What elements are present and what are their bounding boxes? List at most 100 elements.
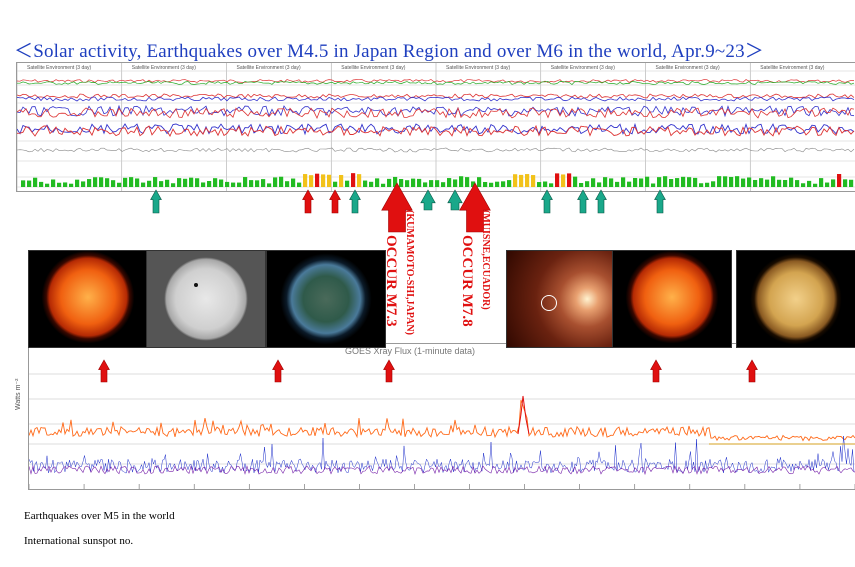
solar-image-5	[736, 250, 855, 348]
xray-flux-panel	[28, 343, 855, 490]
kp-bar	[657, 177, 662, 187]
kp-bar	[717, 176, 722, 187]
kp-bar	[489, 182, 494, 187]
magnetometer-trace	[17, 96, 855, 102]
kp-bar	[771, 176, 776, 187]
kp-bar	[165, 179, 170, 187]
kp-bar	[837, 174, 842, 187]
kp-bar	[159, 181, 164, 187]
kp-bar	[615, 181, 620, 187]
kp-bar	[87, 179, 92, 187]
arrow-red-lower	[650, 359, 662, 383]
kp-bar	[681, 176, 686, 187]
kp-bar	[825, 182, 830, 187]
kp-bar	[321, 174, 326, 187]
kp-bar	[675, 178, 680, 187]
kp-bar	[735, 176, 740, 187]
kp-bar	[351, 173, 356, 187]
page-title: ＜Solar activity, Earthquakes over M4.5 i…	[14, 41, 764, 62]
kp-bar	[801, 183, 806, 187]
kp-bar	[27, 180, 32, 187]
arrow-red-lower	[746, 359, 758, 383]
magnetometer-trace	[17, 93, 855, 99]
sunspot-row-label: International sunspot no.	[24, 535, 134, 547]
kp-bar	[483, 181, 488, 187]
arrow-green	[447, 189, 463, 211]
kp-bar	[135, 178, 140, 187]
kp-bar	[603, 177, 608, 187]
segment-header: Satellite Environment (3 day)	[656, 65, 721, 71]
kp-bar	[501, 181, 506, 187]
hp-trace	[17, 104, 855, 118]
kp-bar	[525, 174, 530, 187]
kp-bar	[561, 174, 566, 187]
kp-bar	[147, 180, 152, 187]
kp-bar	[507, 180, 512, 187]
kp-bar	[201, 182, 206, 187]
segment-header: Satellite Environment (3 day)	[341, 65, 406, 71]
kp-bar	[609, 178, 614, 187]
kp-bar	[375, 178, 380, 187]
kp-bar	[243, 177, 248, 187]
kp-bar	[441, 182, 446, 187]
kp-bar	[705, 182, 710, 187]
kp-bar	[387, 178, 392, 187]
kp-bar	[555, 173, 560, 187]
electron-trace	[17, 81, 855, 85]
kp-bar	[297, 182, 302, 187]
kp-bar	[849, 179, 854, 187]
kp-bar	[75, 179, 80, 187]
kp-bar	[741, 178, 746, 187]
segment-header: Satellite Environment (3 day)	[27, 65, 92, 71]
kp-bar	[381, 183, 386, 187]
kp-bar	[153, 177, 158, 187]
kp-bar	[537, 182, 542, 187]
kp-bar	[21, 180, 26, 187]
kp-bar	[111, 180, 116, 187]
kp-bar	[711, 181, 716, 187]
xray-flux-plot	[29, 373, 855, 489]
kp-bar	[363, 180, 368, 187]
arrow-green	[577, 189, 589, 214]
segment-header: Satellite Environment (3 day)	[446, 65, 511, 71]
kp-bar	[315, 173, 320, 187]
kp-bar	[231, 182, 236, 187]
occur-m78-label: OCCUR M7.8	[459, 235, 475, 327]
kp-bar	[207, 181, 212, 187]
arrow-red-lower	[272, 359, 284, 383]
kp-bar	[33, 177, 38, 187]
solar-image-0	[28, 250, 148, 348]
kp-bar	[429, 180, 434, 187]
kp-bar	[477, 177, 482, 187]
kp-bar	[225, 181, 230, 187]
earthquakes-row-label: Earthquakes over M5 in the world	[24, 510, 175, 522]
kp-bar	[633, 178, 638, 187]
arrow-red	[302, 189, 314, 214]
kp-bar	[453, 179, 458, 187]
kp-bar	[627, 181, 632, 187]
satellite-environment-panel: Satellite Environment (3 day) Satellite E…	[16, 62, 855, 192]
kp-bar	[171, 183, 176, 187]
kp-trace	[17, 124, 855, 137]
lower-trace	[17, 147, 855, 153]
kp-bar	[585, 181, 590, 187]
kp-bar	[309, 175, 314, 187]
segment-header: Satellite Environment (3 day)	[132, 65, 197, 71]
kp-bar	[183, 178, 188, 187]
kp-bar	[543, 181, 548, 187]
xray-purple-trace	[29, 464, 855, 476]
kp-bar	[189, 177, 194, 187]
xray-chart-title: GOES Xray Flux (1-minute data)	[345, 346, 476, 356]
kp-bar	[69, 183, 74, 187]
kp-bar	[819, 178, 824, 187]
arrow-green	[150, 189, 162, 214]
kp-bar	[519, 174, 524, 187]
kp-bar	[357, 174, 362, 187]
kp-bar	[249, 180, 254, 187]
kp-bar	[291, 178, 296, 187]
kp-bar	[435, 180, 440, 187]
arrow-green	[349, 189, 361, 214]
kp-bar	[345, 180, 350, 187]
kp-bar	[777, 179, 782, 187]
kp-bar	[405, 180, 410, 187]
